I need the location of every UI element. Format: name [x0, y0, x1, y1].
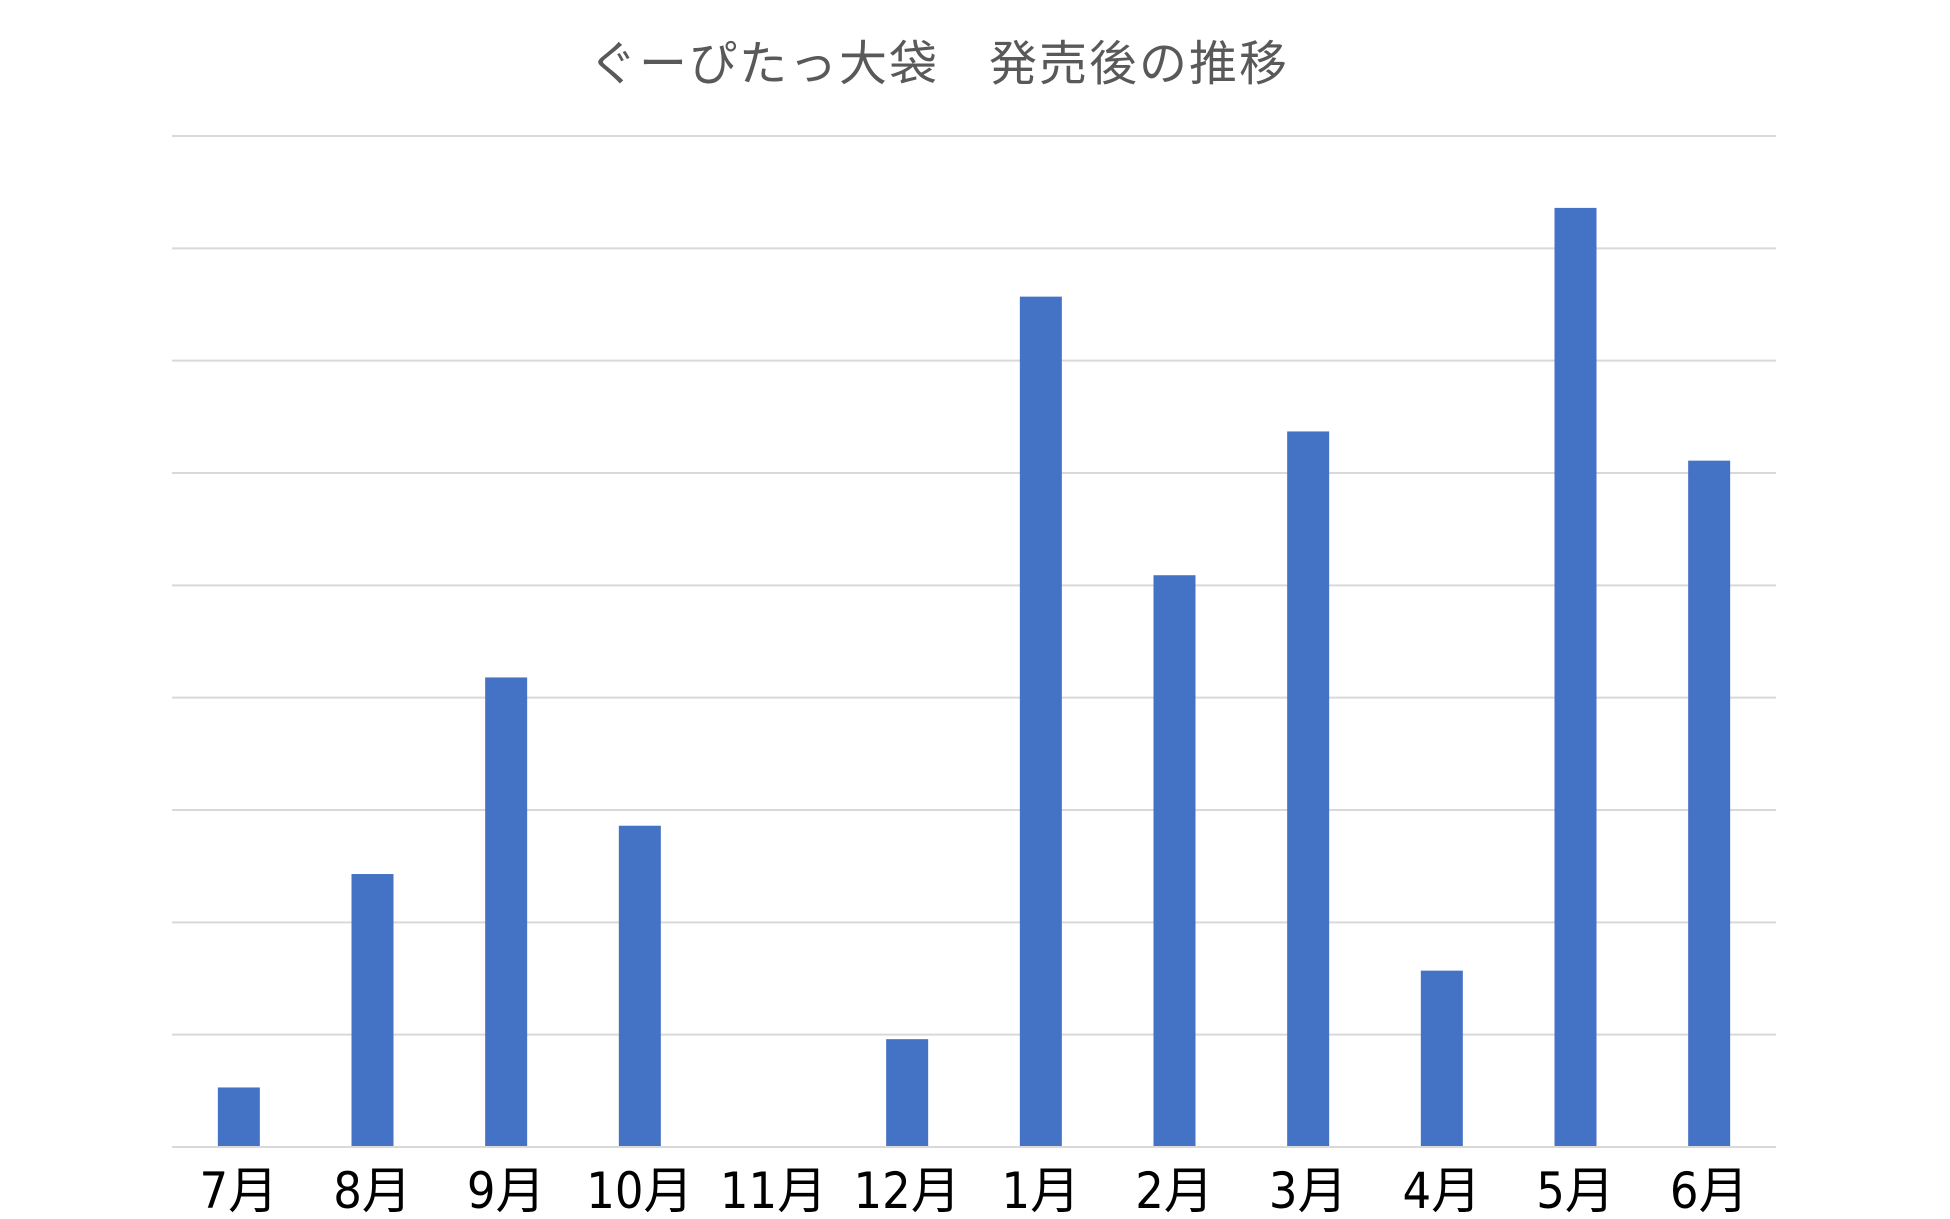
bar-4 [618, 825, 661, 1147]
x-tick-label: 12月 [854, 1162, 961, 1219]
bar-10 [1420, 970, 1463, 1147]
bar-7 [1019, 296, 1062, 1147]
x-tick-label: 6月 [1670, 1162, 1749, 1219]
x-tick-label: 4月 [1403, 1162, 1482, 1219]
gridlines [172, 135, 1776, 1036]
x-tick-label: 3月 [1269, 1162, 1348, 1219]
chart-title: ぐーぴたっ大袋 発売後の推移 [588, 36, 1289, 92]
x-tick-labels: 7月 8月 9月 10月 11月 12月 1月 2月 3月 4月 5月 6月 [200, 1162, 1749, 1219]
x-tick-label: 7月 [200, 1162, 279, 1219]
bar-6 [886, 1039, 929, 1147]
x-tick-label: 2月 [1135, 1162, 1214, 1219]
bar-1 [217, 1087, 260, 1147]
bar-3 [485, 677, 528, 1147]
bar-11 [1554, 207, 1597, 1148]
x-tick-label: 9月 [467, 1162, 546, 1219]
x-tick-label: 11月 [720, 1162, 827, 1219]
bar-12 [1688, 460, 1731, 1148]
bars [217, 207, 1731, 1148]
x-tick-label: 5月 [1536, 1162, 1615, 1219]
bar-8 [1153, 575, 1196, 1147]
bar-9 [1287, 431, 1330, 1148]
x-tick-label: 10月 [586, 1162, 693, 1219]
bar-2 [351, 874, 394, 1147]
x-tick-label: 8月 [333, 1162, 412, 1219]
x-tick-label: 1月 [1002, 1162, 1081, 1219]
